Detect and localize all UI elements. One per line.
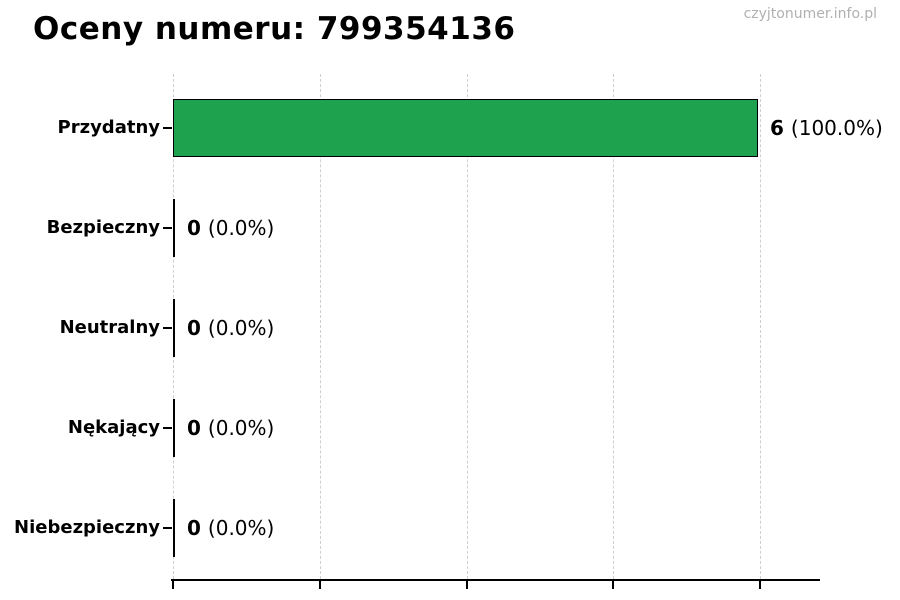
y-tick: [163, 527, 172, 529]
bar-row-nekajacy: 0 (0.0%): [173, 398, 274, 458]
y-tick: [163, 127, 172, 129]
x-tick: [612, 581, 614, 589]
value-label: 0 (0.0%): [187, 416, 274, 440]
x-tick: [465, 581, 468, 589]
value-label: 0 (0.0%): [187, 516, 274, 540]
bar-row-bezpieczny: 0 (0.0%): [173, 198, 274, 258]
y-tick: [163, 327, 172, 329]
axis-label-nekajacy: Nękający: [67, 417, 160, 438]
value-count: 0: [187, 416, 201, 440]
bar-row-neutralny: 0 (0.0%): [173, 298, 274, 358]
axis-label-bezpieczny: Bezpieczny: [46, 217, 160, 238]
axis-label-niebezpieczny: Niebezpieczny: [14, 517, 160, 538]
x-tick: [319, 581, 321, 589]
bar-przydatny: [173, 99, 758, 157]
axis-label-przydatny: Przydatny: [57, 117, 160, 138]
gridline: [320, 74, 321, 579]
bar-nekajacy: [173, 399, 175, 457]
x-tick: [759, 581, 761, 589]
value-count: 0: [187, 516, 201, 540]
value-count: 0: [187, 316, 201, 340]
y-tick: [163, 427, 172, 429]
value-percent: (0.0%): [207, 516, 275, 540]
x-tick: [172, 581, 174, 589]
gridline: [760, 74, 761, 579]
value-label: 0 (0.0%): [187, 316, 274, 340]
bar-row-przydatny: 6 (100.0%): [173, 98, 883, 158]
value-percent: (0.0%): [207, 416, 275, 440]
bar-bezpieczny: [173, 199, 175, 257]
gridline: [613, 74, 614, 579]
gridline: [466, 74, 468, 579]
value-label: 0 (0.0%): [187, 216, 274, 240]
x-axis-line: [171, 579, 820, 581]
value-percent: (0.0%): [207, 216, 275, 240]
value-count: 6: [770, 116, 784, 140]
y-tick: [163, 227, 172, 229]
axis-label-neutralny: Neutralny: [59, 317, 160, 338]
value-label: 6 (100.0%): [770, 116, 883, 140]
bar-row-niebezpieczny: 0 (0.0%): [173, 498, 274, 558]
value-percent: (0.0%): [207, 316, 275, 340]
value-count: 0: [187, 216, 201, 240]
value-percent: (100.0%): [790, 116, 883, 140]
chart-title: Oceny numeru: 799354136: [33, 11, 516, 47]
bar-niebezpieczny: [173, 499, 175, 557]
watermark-text: czyjtonumer.info.pl: [743, 6, 877, 22]
bar-neutralny: [173, 299, 175, 357]
